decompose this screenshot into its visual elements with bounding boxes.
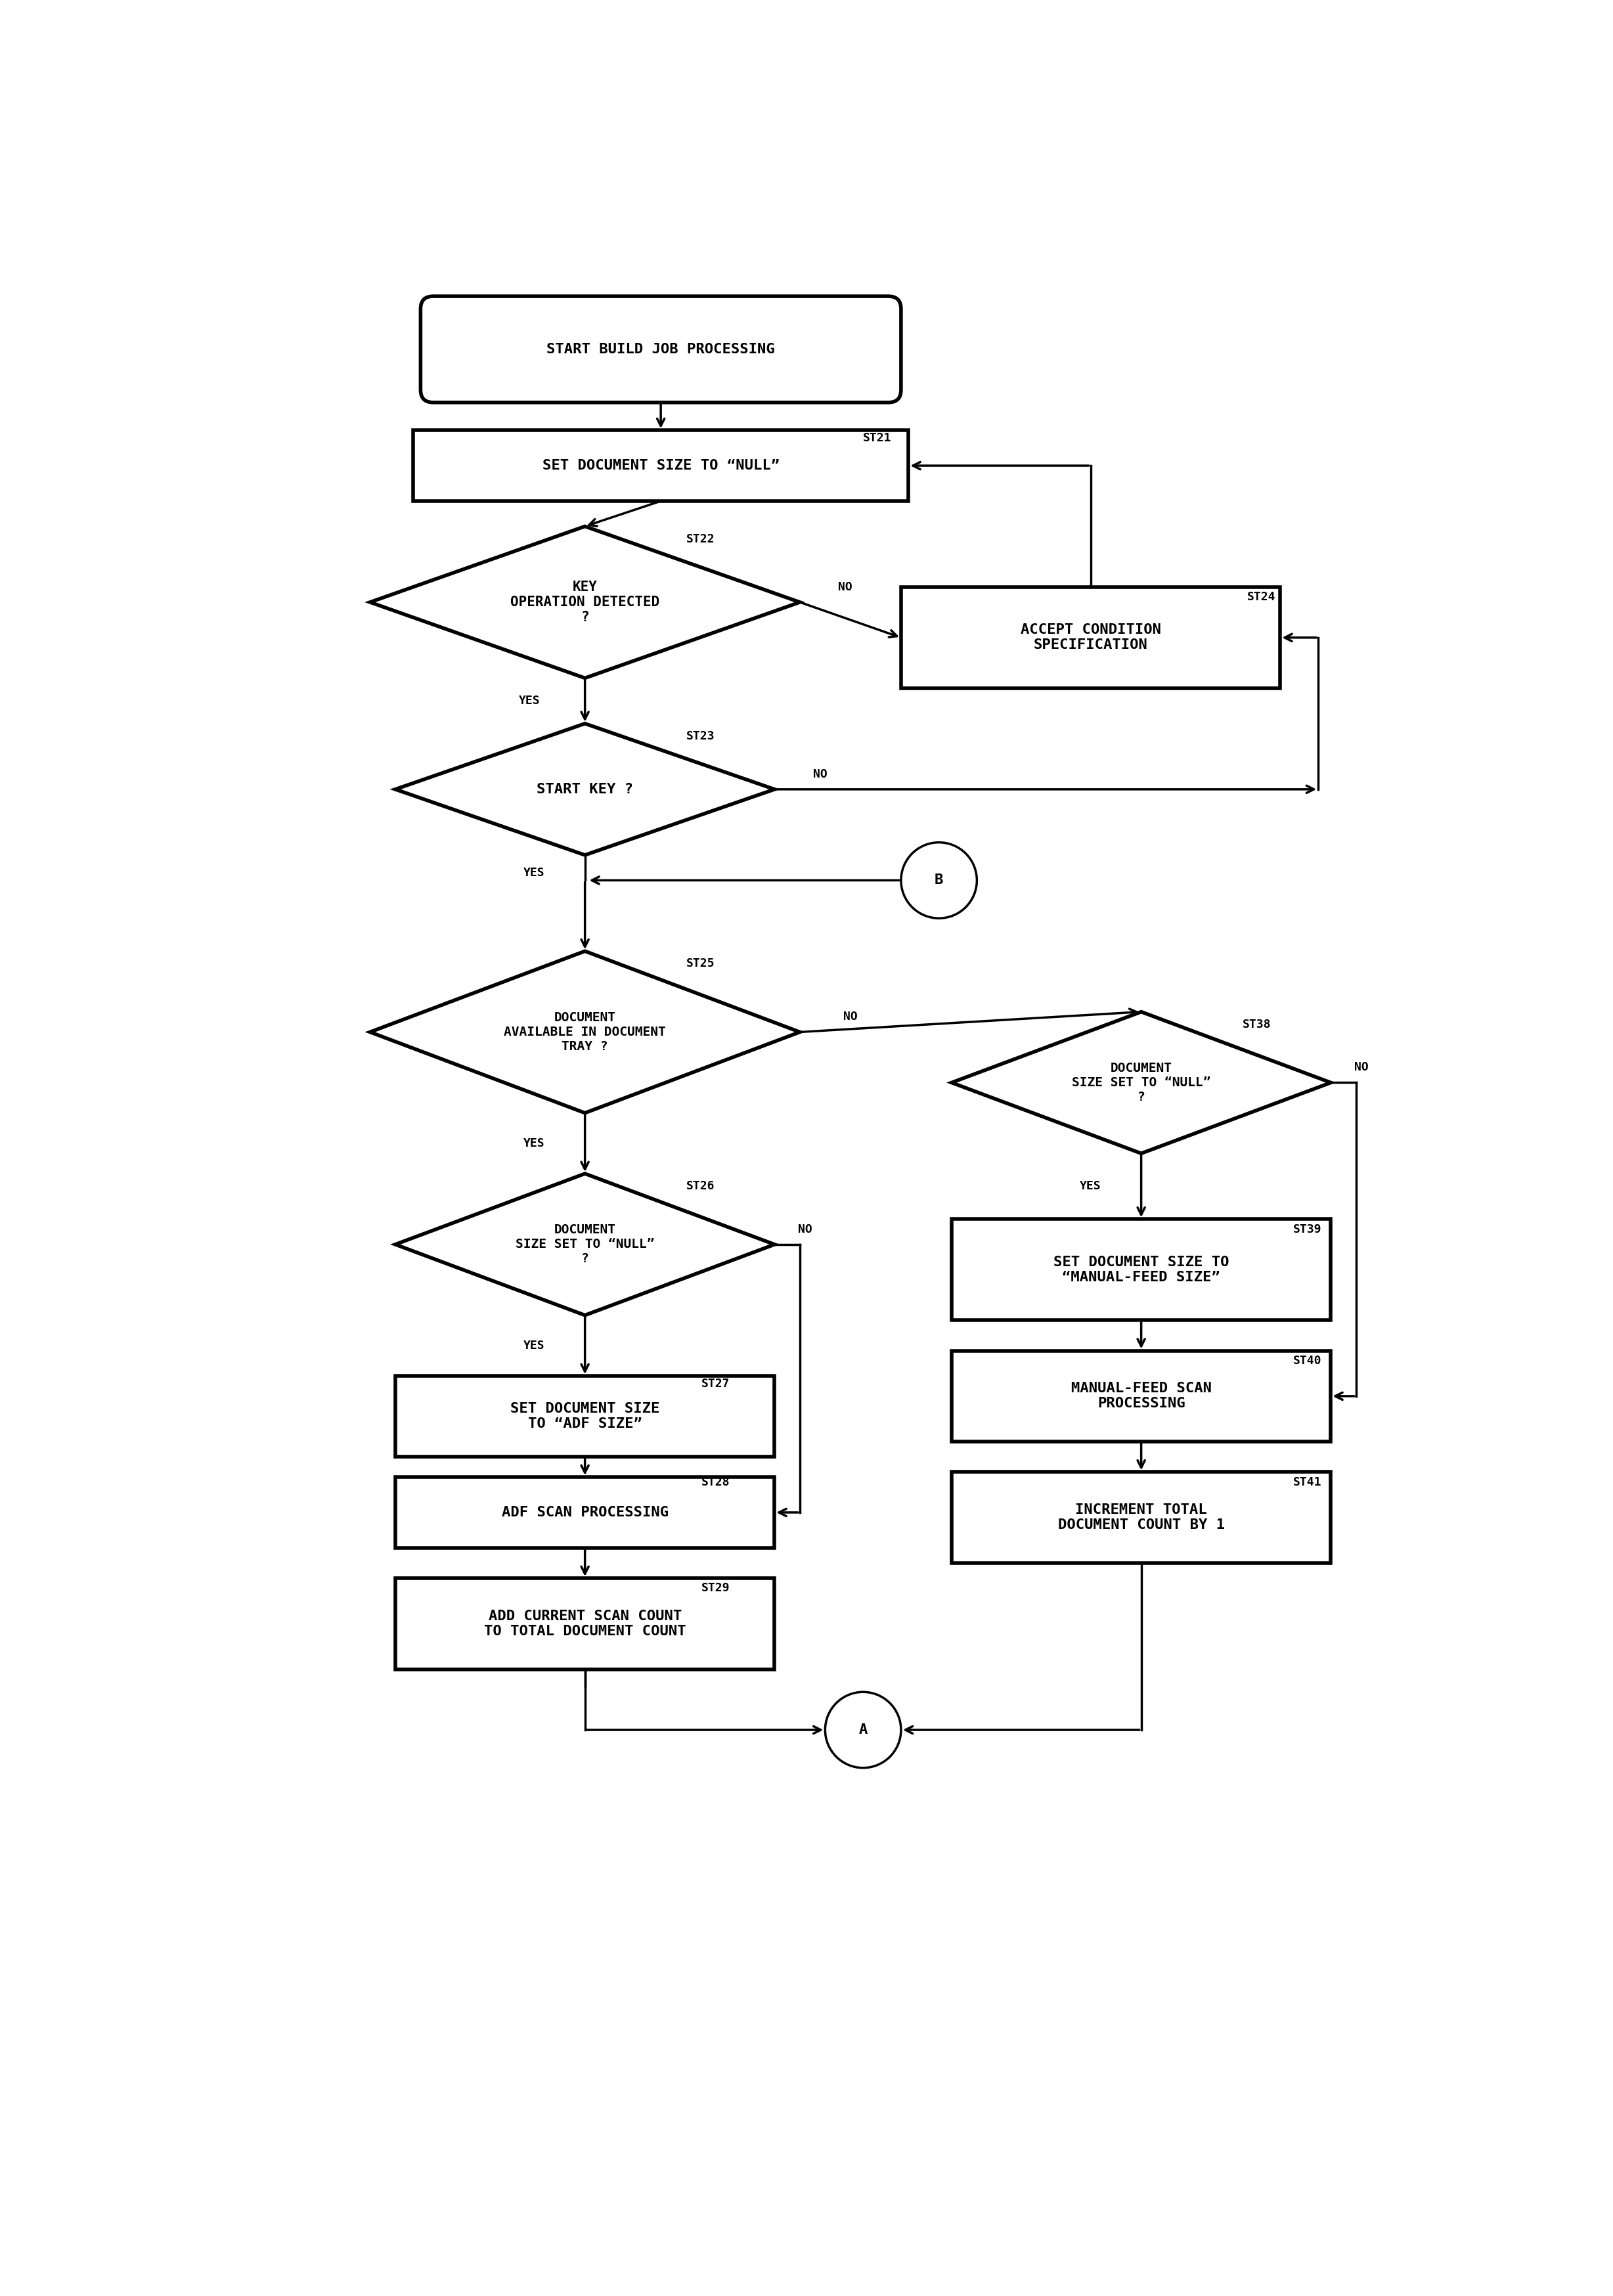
Bar xyxy=(395,1476,774,1548)
FancyBboxPatch shape xyxy=(421,296,902,402)
Text: START KEY ?: START KEY ? xyxy=(537,783,634,797)
Bar xyxy=(395,1375,774,1458)
Text: ADF SCAN PROCESSING: ADF SCAN PROCESSING xyxy=(502,1506,668,1520)
Text: YES: YES xyxy=(524,1137,545,1150)
Text: ACCEPT CONDITION
SPECIFICATION: ACCEPT CONDITION SPECIFICATION xyxy=(1021,625,1161,652)
Text: YES: YES xyxy=(519,696,540,707)
Polygon shape xyxy=(395,723,774,854)
Text: B: B xyxy=(934,875,944,886)
Text: A: A xyxy=(858,1724,868,1736)
Text: NO: NO xyxy=(1353,1061,1368,1072)
Bar xyxy=(413,429,908,501)
Text: SET DOCUMENT SIZE
TO “ADF SIZE”: SET DOCUMENT SIZE TO “ADF SIZE” xyxy=(510,1403,660,1430)
Polygon shape xyxy=(369,951,800,1114)
Bar xyxy=(902,588,1281,689)
Text: ST22: ST22 xyxy=(686,533,715,544)
Polygon shape xyxy=(369,526,800,677)
Text: SET DOCUMENT SIZE TO “NULL”: SET DOCUMENT SIZE TO “NULL” xyxy=(542,459,779,473)
Bar xyxy=(952,1219,1331,1320)
Circle shape xyxy=(902,843,977,918)
Text: ST41: ST41 xyxy=(1294,1476,1321,1488)
Bar xyxy=(952,1350,1331,1442)
Text: ST23: ST23 xyxy=(686,730,715,742)
Text: INCREMENT TOTAL
DOCUMENT COUNT BY 1: INCREMENT TOTAL DOCUMENT COUNT BY 1 xyxy=(1058,1504,1224,1531)
Text: ST21: ST21 xyxy=(863,432,892,443)
Polygon shape xyxy=(952,1013,1331,1153)
Text: DOCUMENT
SIZE SET TO “NULL”
?: DOCUMENT SIZE SET TO “NULL” ? xyxy=(516,1224,655,1265)
Text: ST40: ST40 xyxy=(1294,1355,1321,1366)
Text: SET DOCUMENT SIZE TO
“MANUAL-FEED SIZE”: SET DOCUMENT SIZE TO “MANUAL-FEED SIZE” xyxy=(1053,1256,1229,1283)
Text: YES: YES xyxy=(524,1339,545,1352)
Text: START BUILD JOB PROCESSING: START BUILD JOB PROCESSING xyxy=(547,342,774,356)
Text: DOCUMENT
AVAILABLE IN DOCUMENT
TRAY ?: DOCUMENT AVAILABLE IN DOCUMENT TRAY ? xyxy=(503,1010,666,1054)
Text: KEY
OPERATION DETECTED
?: KEY OPERATION DETECTED ? xyxy=(510,581,660,625)
Text: ADD CURRENT SCAN COUNT
TO TOTAL DOCUMENT COUNT: ADD CURRENT SCAN COUNT TO TOTAL DOCUMENT… xyxy=(484,1609,686,1637)
Text: YES: YES xyxy=(1081,1180,1102,1192)
Circle shape xyxy=(826,1692,902,1768)
Text: NO: NO xyxy=(798,1224,811,1235)
Text: ST38: ST38 xyxy=(1242,1019,1271,1031)
Text: ST29: ST29 xyxy=(702,1582,729,1593)
Polygon shape xyxy=(395,1173,774,1316)
Text: DOCUMENT
SIZE SET TO “NULL”
?: DOCUMENT SIZE SET TO “NULL” ? xyxy=(1071,1063,1211,1104)
Text: NO: NO xyxy=(813,769,827,781)
Text: ST26: ST26 xyxy=(686,1180,715,1192)
Bar xyxy=(952,1472,1331,1564)
Text: NO: NO xyxy=(839,581,853,592)
Text: ST39: ST39 xyxy=(1294,1224,1321,1235)
Text: ST25: ST25 xyxy=(686,957,715,969)
Text: YES: YES xyxy=(524,868,545,879)
Text: ST27: ST27 xyxy=(702,1378,729,1389)
Text: ST24: ST24 xyxy=(1247,592,1276,604)
Text: NO: NO xyxy=(844,1010,858,1022)
Text: MANUAL-FEED SCAN
PROCESSING: MANUAL-FEED SCAN PROCESSING xyxy=(1071,1382,1211,1410)
Text: ST28: ST28 xyxy=(702,1476,729,1488)
Bar xyxy=(395,1577,774,1669)
